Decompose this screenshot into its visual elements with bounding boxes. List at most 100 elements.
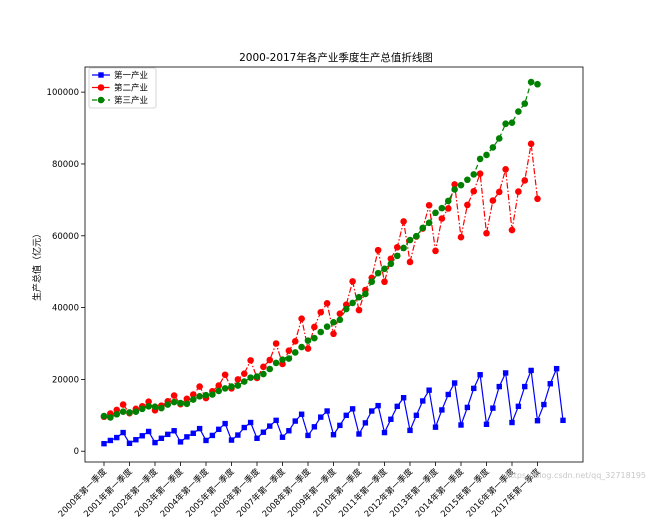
watermark: https://blog.csdn.net/qq_32718195	[506, 471, 646, 480]
data-point	[247, 374, 254, 381]
chart-title: 2000-2017年各产业季度生产总值折线图	[239, 51, 433, 64]
data-point	[502, 120, 509, 128]
data-point	[426, 387, 432, 393]
data-point	[522, 383, 528, 390]
data-point	[305, 432, 311, 439]
data-point	[368, 278, 376, 286]
legend-marker	[98, 72, 104, 78]
data-point	[470, 187, 478, 195]
data-point	[209, 432, 216, 439]
data-point	[393, 243, 401, 251]
data-point	[189, 396, 197, 403]
data-point	[560, 417, 566, 424]
data-point	[438, 204, 446, 212]
data-point	[235, 432, 241, 438]
data-point	[119, 408, 127, 416]
y-axis: 0 20000 40000 60000 80000 100000	[47, 88, 85, 457]
data-point	[189, 391, 197, 398]
data-point	[451, 186, 458, 193]
y-tick-label: 40000	[52, 304, 79, 314]
data-point	[119, 401, 127, 408]
data-point	[451, 380, 458, 386]
data-point	[215, 387, 223, 395]
data-point	[336, 310, 344, 317]
data-point	[196, 383, 203, 390]
data-point	[509, 419, 515, 426]
data-point	[369, 408, 375, 414]
data-point	[337, 422, 343, 429]
y-tick-label: 80000	[52, 160, 79, 170]
data-point	[457, 181, 465, 189]
data-point	[291, 349, 299, 356]
data-point	[170, 398, 178, 406]
data-point	[291, 338, 299, 345]
data-point	[202, 391, 210, 399]
data-point	[400, 218, 407, 225]
data-point	[330, 319, 337, 326]
data-point	[495, 135, 503, 142]
data-point	[515, 108, 522, 115]
data-point	[317, 308, 325, 316]
data-point	[476, 155, 484, 163]
data-point	[126, 440, 133, 447]
data-point	[304, 345, 312, 352]
data-point	[170, 392, 178, 399]
data-point	[279, 434, 286, 440]
data-point	[483, 151, 490, 159]
data-point	[508, 119, 516, 126]
series-layer	[100, 78, 566, 447]
data-point	[458, 422, 464, 428]
data-point	[171, 428, 177, 434]
data-point	[285, 347, 293, 354]
data-point	[553, 365, 560, 372]
data-point	[330, 330, 337, 338]
data-point	[215, 382, 223, 389]
data-point	[349, 278, 356, 285]
y-tick-label: 20000	[52, 375, 79, 385]
data-point	[521, 100, 529, 107]
data-point	[420, 398, 426, 404]
data-point	[419, 224, 427, 232]
data-point	[387, 255, 395, 263]
series-3	[100, 78, 541, 421]
data-point	[209, 391, 216, 398]
data-point	[120, 429, 126, 436]
data-point	[471, 385, 477, 392]
data-point	[286, 428, 292, 434]
data-point	[311, 334, 318, 342]
data-point	[196, 392, 203, 400]
data-point	[164, 401, 172, 408]
data-point	[432, 247, 439, 255]
data-point	[457, 233, 465, 241]
data-point	[521, 177, 529, 184]
data-point	[432, 209, 439, 217]
data-point	[489, 144, 497, 151]
data-point	[432, 424, 439, 430]
data-point	[216, 426, 222, 433]
data-point	[394, 403, 400, 410]
data-point	[387, 260, 395, 268]
data-point	[483, 421, 490, 427]
legend-label: 第一产业	[114, 70, 148, 81]
data-point	[221, 371, 229, 379]
data-point	[445, 391, 451, 398]
data-point	[298, 315, 305, 323]
data-point	[260, 370, 267, 378]
data-point	[273, 417, 279, 424]
data-point	[323, 323, 331, 330]
data-point	[113, 410, 121, 418]
data-point	[393, 252, 401, 260]
legend-label: 第二产业	[114, 83, 148, 94]
data-point	[406, 258, 414, 266]
data-point	[304, 337, 312, 344]
data-point	[222, 420, 228, 427]
data-point	[158, 404, 165, 412]
data-point	[247, 357, 254, 364]
data-point	[151, 403, 159, 411]
data-point	[464, 201, 471, 209]
data-point	[470, 171, 478, 178]
data-point	[138, 405, 146, 413]
data-point	[490, 405, 496, 411]
